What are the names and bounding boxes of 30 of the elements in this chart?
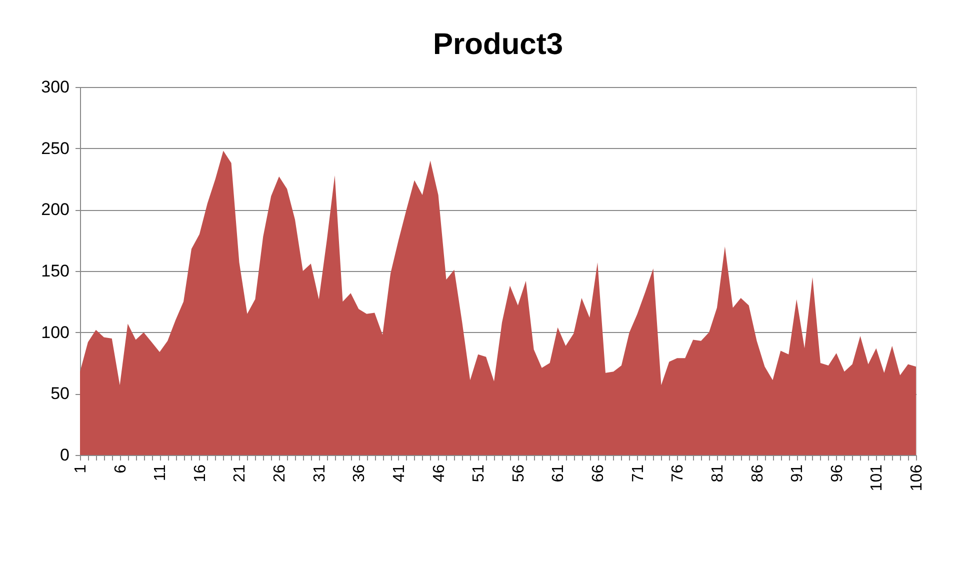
y-tick-label: 100: [41, 322, 70, 342]
x-tick-label: 66: [590, 464, 608, 482]
y-tick-label: 150: [41, 262, 70, 280]
x-tick-label: 51: [470, 464, 488, 482]
x-tick-label: 56: [510, 464, 528, 482]
x-tick-label: 31: [311, 464, 328, 482]
x-tick-label: 6: [112, 464, 130, 474]
y-tick-label: 50: [50, 384, 70, 404]
x-tick-label: 11: [152, 464, 170, 482]
x-tick-label: 91: [789, 464, 806, 482]
x-tick-label: 61: [550, 464, 568, 482]
x-tick-label: 1: [72, 464, 90, 474]
x-tick-label: 86: [749, 464, 766, 482]
x-tick-label: 96: [828, 464, 846, 482]
y-tick-label: 300: [41, 78, 70, 96]
x-tick-label: 41: [390, 464, 408, 482]
x-tick-label: 46: [430, 464, 448, 482]
x-tick-label: 26: [272, 464, 289, 482]
x-tick-label: 16: [192, 464, 209, 482]
y-tick-label: 0: [60, 446, 70, 464]
x-tick-label: 36: [351, 464, 368, 482]
x-tick-label: 81: [709, 464, 726, 482]
chart-title: Product3: [432, 28, 564, 61]
x-tick-label: 71: [630, 464, 647, 482]
x-tick-label: 76: [670, 464, 687, 482]
y-tick-label: 250: [41, 138, 70, 158]
x-tick-label: 21: [232, 464, 249, 482]
y-tick-label: 200: [41, 200, 70, 220]
x-tick-label: 106: [908, 464, 926, 492]
x-tick-label: 101: [868, 464, 886, 492]
